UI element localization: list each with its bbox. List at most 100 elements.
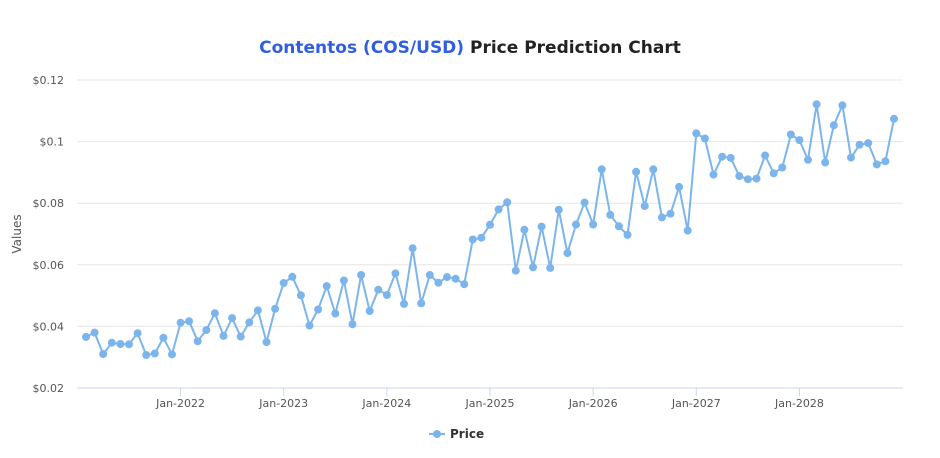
price-data-point[interactable] — [228, 314, 237, 323]
price-data-point[interactable] — [271, 304, 280, 313]
price-data-point[interactable] — [486, 220, 494, 229]
price-data-point[interactable] — [391, 269, 400, 278]
price-data-point[interactable] — [580, 198, 589, 207]
price-data-point[interactable] — [838, 101, 847, 110]
price-data-point[interactable] — [357, 271, 366, 279]
price-data-point[interactable] — [554, 205, 563, 214]
price-data-point[interactable] — [133, 329, 142, 338]
price-data-point[interactable] — [511, 266, 520, 275]
price-data-point[interactable] — [589, 220, 598, 229]
price-data-point[interactable] — [322, 282, 331, 291]
price-data-point[interactable] — [503, 198, 512, 207]
price-data-point[interactable] — [812, 100, 821, 109]
price-data-point[interactable] — [107, 338, 116, 347]
price-data-point[interactable] — [778, 163, 787, 172]
price-data-point[interactable] — [82, 332, 90, 341]
price-data-point[interactable] — [339, 276, 348, 285]
price-data-point[interactable] — [253, 306, 262, 315]
price-data-point[interactable] — [408, 244, 417, 253]
price-data-point[interactable] — [434, 278, 443, 287]
price-data-point[interactable] — [743, 175, 752, 184]
price-data-point[interactable] — [640, 202, 649, 210]
price-data-point[interactable] — [572, 220, 580, 229]
price-data-point[interactable] — [176, 318, 185, 327]
price-data-point[interactable] — [709, 170, 718, 179]
price-data-point[interactable] — [400, 299, 408, 308]
price-data-point[interactable] — [804, 155, 812, 164]
price-data-point[interactable] — [460, 280, 469, 289]
price-data-point[interactable] — [718, 152, 727, 161]
price-data-point[interactable] — [314, 305, 323, 314]
price-data-point[interactable] — [881, 157, 890, 166]
price-data-point[interactable] — [168, 350, 176, 359]
price-data-point[interactable] — [288, 272, 297, 281]
price-data-point[interactable] — [210, 309, 219, 318]
price-data-point[interactable] — [142, 351, 151, 359]
price-data-point[interactable] — [795, 136, 804, 145]
price-data-point[interactable] — [632, 167, 641, 176]
x-tick-label: Jan-2025 — [465, 397, 515, 410]
price-data-point[interactable] — [529, 263, 537, 272]
price-data-point[interactable] — [477, 233, 486, 242]
price-data-point[interactable] — [99, 350, 108, 359]
price-data-point[interactable] — [468, 235, 477, 244]
price-data-point[interactable] — [657, 213, 666, 222]
price-data-point[interactable] — [890, 114, 898, 123]
price-data-point[interactable] — [829, 121, 838, 130]
price-data-point[interactable] — [425, 271, 434, 279]
price-data-point[interactable] — [769, 169, 778, 178]
price-data-point[interactable] — [847, 153, 855, 162]
price-data-point[interactable] — [675, 182, 684, 191]
price-data-point[interactable] — [752, 174, 761, 183]
price-data-point[interactable] — [872, 160, 881, 169]
price-data-point[interactable] — [185, 317, 194, 326]
price-data-point[interactable] — [417, 299, 426, 308]
price-data-point[interactable] — [348, 320, 357, 329]
price-data-point[interactable] — [262, 338, 271, 347]
price-data-point[interactable] — [700, 134, 709, 143]
legend-label-price[interactable]: Price — [450, 427, 484, 441]
price-data-point[interactable] — [374, 285, 383, 294]
price-data-point[interactable] — [614, 222, 623, 231]
price-data-point[interactable] — [761, 151, 770, 160]
legend[interactable]: Price — [429, 427, 484, 441]
price-data-point[interactable] — [305, 321, 314, 330]
price-data-point[interactable] — [90, 328, 99, 337]
price-data-point[interactable] — [443, 273, 451, 282]
price-data-point[interactable] — [219, 331, 228, 340]
price-data-point[interactable] — [666, 209, 675, 218]
price-data-point[interactable] — [296, 291, 305, 300]
price-data-point[interactable] — [520, 225, 529, 234]
price-data-point[interactable] — [537, 222, 546, 231]
price-data-point[interactable] — [365, 307, 374, 315]
price-data-point[interactable] — [331, 309, 340, 318]
price-data-point[interactable] — [726, 153, 735, 162]
price-data-point[interactable] — [786, 130, 795, 139]
price-data-point[interactable] — [236, 332, 245, 341]
price-data-point[interactable] — [546, 263, 555, 272]
price-data-point[interactable] — [279, 279, 288, 287]
price-data-point[interactable] — [202, 326, 211, 335]
x-tick-label: Jan-2024 — [361, 397, 411, 410]
price-data-point[interactable] — [150, 349, 159, 358]
price-data-point[interactable] — [563, 249, 572, 258]
price-data-point[interactable] — [116, 340, 125, 348]
price-data-point[interactable] — [193, 337, 202, 346]
series-price[interactable] — [82, 100, 898, 359]
price-data-point[interactable] — [855, 140, 864, 149]
price-data-point[interactable] — [692, 129, 701, 138]
price-data-point[interactable] — [821, 158, 830, 167]
price-data-point[interactable] — [597, 165, 606, 174]
price-data-point[interactable] — [245, 318, 254, 327]
price-data-point[interactable] — [623, 230, 632, 239]
price-data-point[interactable] — [159, 333, 168, 342]
price-data-point[interactable] — [382, 291, 391, 299]
price-data-point[interactable] — [606, 210, 615, 219]
price-data-point[interactable] — [494, 205, 503, 214]
price-data-point[interactable] — [649, 165, 658, 174]
price-data-point[interactable] — [683, 226, 692, 235]
price-data-point[interactable] — [864, 139, 873, 148]
price-data-point[interactable] — [125, 340, 133, 349]
price-data-point[interactable] — [735, 172, 744, 181]
price-data-point[interactable] — [451, 274, 460, 283]
